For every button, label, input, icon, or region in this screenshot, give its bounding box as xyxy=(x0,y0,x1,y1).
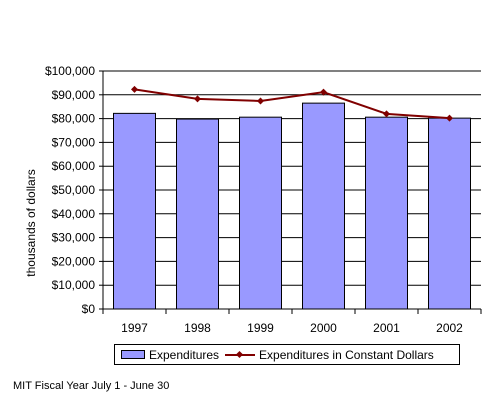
y-axis-label: thousands of dollars xyxy=(24,169,38,276)
line-point-1997 xyxy=(131,85,138,93)
axes xyxy=(102,71,482,314)
x-tick-label: 1997 xyxy=(121,321,148,335)
y-tick-label: $30,000 xyxy=(52,231,96,245)
legend-swatch-bar xyxy=(121,350,145,359)
line-point-2001 xyxy=(383,110,390,118)
grid-lines xyxy=(99,70,481,310)
x-tick-labels: 1997 1998 1999 2000 2001 2002 xyxy=(121,321,463,335)
x-tick-label: 2002 xyxy=(436,321,463,335)
line-point-2002 xyxy=(446,114,453,122)
legend-label-line: Expenditures in Constant Dollars xyxy=(259,347,434,362)
legend-label-bar: Expenditures xyxy=(149,347,220,362)
x-tick-label: 2001 xyxy=(373,321,400,335)
line-point-2000 xyxy=(320,88,327,96)
y-tick-labels: $0 $10,000 $20,000 $30,000 $40,000 $50,000 $60… xyxy=(45,64,95,316)
y-tick-label: $0 xyxy=(82,302,96,316)
x-tick-label: 2000 xyxy=(310,321,337,335)
bar-1997 xyxy=(113,112,156,310)
x-tick-label: 1998 xyxy=(184,321,211,335)
y-tick-label: $10,000 xyxy=(52,278,96,292)
legend-swatch-line xyxy=(225,350,256,360)
line-path xyxy=(134,88,450,120)
legend-item-line: Expenditures in Constant Dollars xyxy=(225,348,434,362)
x-tick-label: 1999 xyxy=(247,321,274,335)
legend: Expenditures Expenditures in Constant Do… xyxy=(114,344,460,365)
footnote: MIT Fiscal Year July 1 - June 30 xyxy=(13,380,170,392)
y-tick-label: $20,000 xyxy=(52,254,96,268)
y-tick-label: $80,000 xyxy=(52,112,96,126)
bar-1999 xyxy=(239,116,282,310)
line-point-1998 xyxy=(194,95,201,103)
line-series xyxy=(131,85,453,122)
bar-2000 xyxy=(302,102,345,310)
bar-series xyxy=(113,102,471,310)
y-tick-label: $70,000 xyxy=(52,135,96,149)
bar-1998 xyxy=(176,118,219,310)
line-point-1999 xyxy=(257,97,264,105)
y-tick-label: $50,000 xyxy=(52,183,96,197)
bar-2001 xyxy=(365,116,408,310)
bar-2002 xyxy=(428,117,471,310)
y-tick-label: $100,000 xyxy=(45,64,95,78)
legend-item-bar: Expenditures xyxy=(121,348,219,362)
y-tick-label: $90,000 xyxy=(52,88,96,102)
y-tick-label: $40,000 xyxy=(52,207,96,221)
y-tick-label: $60,000 xyxy=(52,159,96,173)
